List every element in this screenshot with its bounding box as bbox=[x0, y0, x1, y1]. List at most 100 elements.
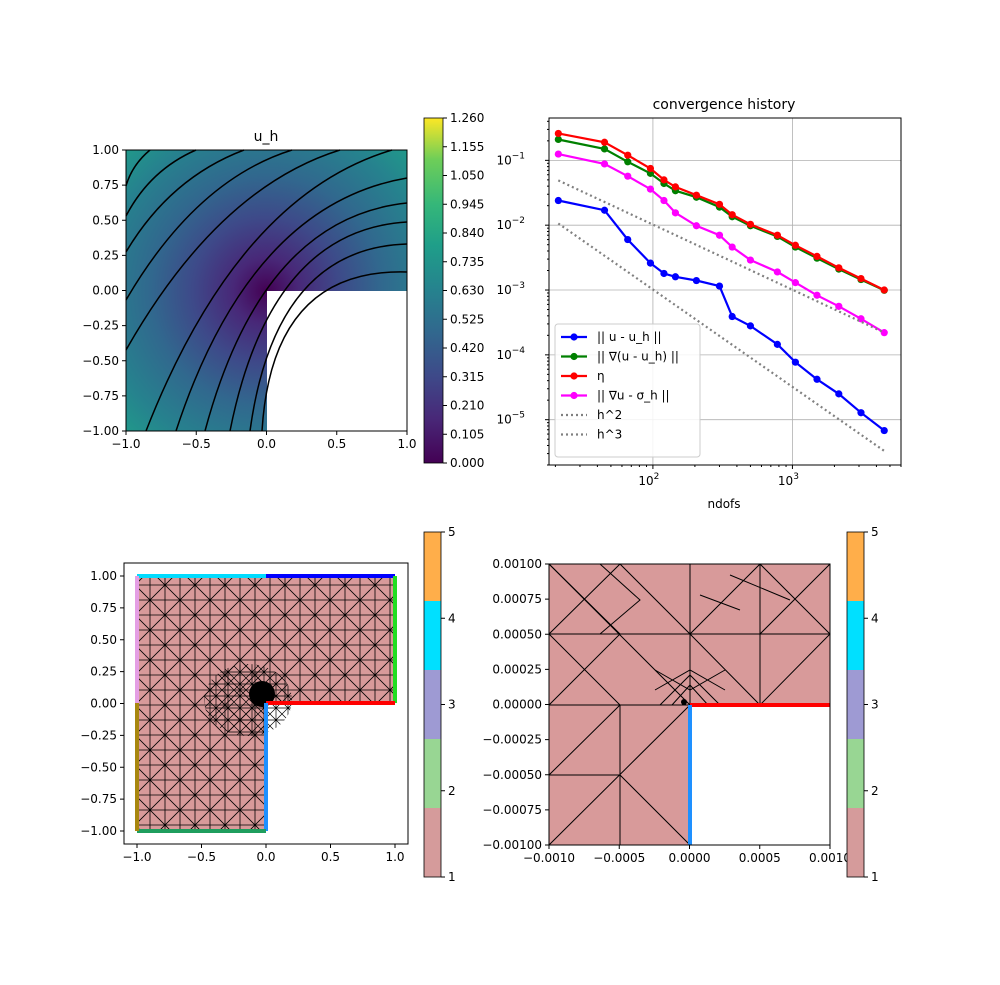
contour-line bbox=[249, 243, 408, 432]
uh-colorbar-tick-label: 1.050 bbox=[450, 169, 484, 183]
colorbar-segment bbox=[424, 739, 441, 808]
uh-colorbar-tick-label: 0.210 bbox=[450, 399, 484, 413]
legend-label: || ∇u - σ_h || bbox=[597, 389, 670, 403]
legend-marker bbox=[570, 372, 578, 380]
uh-colorbar bbox=[423, 117, 444, 464]
uh-y-tick-label: −0.25 bbox=[82, 319, 119, 333]
contour-line bbox=[204, 202, 408, 432]
y-tick-label: 10−1 bbox=[496, 151, 525, 167]
series-point-1 bbox=[624, 158, 632, 166]
mesh-y-tick-label: −0.50 bbox=[80, 760, 117, 774]
zoom-y-tick-label: 0.00050 bbox=[492, 627, 542, 641]
mesh-y-tick-label: 0.25 bbox=[90, 665, 117, 679]
uh-colorbar-tick-label: 0.525 bbox=[450, 312, 484, 326]
convergence-panel: convergence history 102 103 10−1 10−2 10−3 10… bbox=[496, 97, 902, 511]
series-point-2 bbox=[773, 231, 781, 239]
series-point-3 bbox=[554, 150, 562, 158]
zoom-corner-node bbox=[681, 699, 687, 705]
zoom-y-tick-label: −0.00050 bbox=[482, 768, 542, 782]
uh-colorbar-tick-label: 0.105 bbox=[450, 427, 484, 441]
mesh-y-tick-label: 1.00 bbox=[90, 569, 117, 583]
series-point-0 bbox=[791, 358, 799, 366]
mesh-y-tick-label: −1.00 bbox=[80, 824, 117, 838]
mesh-x-tick-label: 0.5 bbox=[321, 850, 340, 864]
series-point-3 bbox=[715, 231, 724, 239]
series-point-2 bbox=[660, 176, 668, 184]
legend-label: h^3 bbox=[597, 428, 622, 442]
mesh-y-tick-label: −0.25 bbox=[80, 728, 117, 742]
uh-missing-quadrant bbox=[267, 291, 407, 431]
mesh-y-tick-label: 0.75 bbox=[90, 601, 117, 615]
contour-line bbox=[175, 177, 408, 432]
zoom-x-tick-label: 0.0010 bbox=[809, 851, 851, 865]
series-point-2 bbox=[857, 275, 865, 283]
legend-item: || u - u_h || bbox=[561, 330, 662, 344]
colorbar-tick-label: 4 bbox=[448, 611, 456, 625]
uh-colorbar-tick-label: 1.155 bbox=[450, 140, 484, 154]
y-tick-label: 10−4 bbox=[496, 346, 525, 362]
zoom-x-ticks: −0.0010 −0.0005 0.0000 0.0005 0.0010 bbox=[523, 845, 851, 865]
series-point-0 bbox=[835, 390, 843, 398]
series-line-2 bbox=[558, 132, 885, 291]
colorbar-tick-label: 3 bbox=[448, 698, 456, 712]
series-point-2 bbox=[813, 252, 821, 260]
y-tick-label: 10−3 bbox=[496, 281, 525, 297]
uh-x-tick-label: −0.5 bbox=[182, 437, 211, 451]
convergence-legend: || u - u_h || || ∇(u - u_h) || η || ∇u - σ_… bbox=[554, 323, 701, 458]
series-point-0 bbox=[746, 322, 755, 330]
convergence-series bbox=[554, 129, 888, 452]
zoom-y-tick-label: −0.00025 bbox=[482, 733, 542, 747]
series-point-2 bbox=[746, 220, 755, 228]
convergence-title: convergence history bbox=[653, 97, 796, 113]
zoom-y-tick-label: 0.00100 bbox=[492, 557, 542, 571]
series-point-3 bbox=[791, 279, 799, 287]
uh-x-tick-label: 0.5 bbox=[327, 437, 346, 451]
zoom-y-tick-label: −0.00100 bbox=[482, 838, 542, 852]
series-point-3 bbox=[746, 256, 755, 264]
contour-line bbox=[125, 149, 293, 301]
zoom-y-tick-label: −0.00075 bbox=[482, 803, 542, 817]
uh-x-tick-label: −1.0 bbox=[111, 437, 140, 451]
uh-y-tick-label: 0.50 bbox=[92, 213, 119, 227]
mesh-x-tick-label: 0.0 bbox=[256, 850, 275, 864]
mesh-y-tick-label: 0.50 bbox=[90, 633, 117, 647]
series-point-0 bbox=[660, 269, 668, 278]
y-tick-label: 10−2 bbox=[496, 216, 525, 232]
mesh-x-ticks: −1.0 −0.5 0.0 0.5 1.0 bbox=[122, 844, 405, 864]
y-tick-label: 10−5 bbox=[496, 411, 525, 427]
uh-y-tick-label: −0.75 bbox=[82, 389, 119, 403]
colorbar-segment bbox=[424, 670, 441, 739]
uh-colorbar-tick-label: 0.945 bbox=[450, 197, 484, 211]
mesh-x-tick-label: −1.0 bbox=[122, 850, 151, 864]
series-point-0 bbox=[857, 409, 865, 417]
zoom-y-tick-label: 0.00025 bbox=[492, 662, 542, 676]
uh-x-tick-label: 0.0 bbox=[257, 437, 276, 451]
series-point-2 bbox=[646, 164, 655, 173]
zoom-x-tick-label: 0.0005 bbox=[739, 851, 781, 865]
series-point-0 bbox=[600, 206, 609, 214]
y-tick-exponent: −1 bbox=[512, 151, 525, 161]
colorbar-segment bbox=[847, 601, 864, 670]
legend-box bbox=[554, 323, 701, 458]
series-line-5 bbox=[557, 222, 885, 452]
mesh-panel: −1.0 −0.5 0.0 0.5 1.0 1.00 0.75 0.50 0.25 0.00 −0… bbox=[80, 525, 455, 884]
legend-label: || ∇(u - u_h) || bbox=[597, 350, 679, 364]
zoom-edge bbox=[654, 669, 726, 706]
mesh-y-ticks: 1.00 0.75 0.50 0.25 0.00 −0.25 −0.50 −0.75 −1.00 bbox=[80, 569, 124, 838]
contour-line bbox=[125, 149, 197, 217]
zoom-y-tick-label: 0.00000 bbox=[492, 698, 542, 712]
legend-marker bbox=[570, 333, 578, 341]
colorbar-tick-label: 5 bbox=[871, 525, 879, 539]
series-point-3 bbox=[660, 196, 668, 205]
zoom-edge bbox=[548, 563, 621, 706]
uh-colorbar-tick-label: 0.315 bbox=[450, 370, 484, 384]
zoom-missing-quadrant bbox=[690, 705, 830, 845]
uh-title: u_h bbox=[254, 129, 279, 145]
x-tick-label: 102 bbox=[638, 472, 659, 488]
series-point-2 bbox=[791, 241, 799, 249]
contour-line bbox=[229, 221, 408, 432]
mesh-refined-region bbox=[204, 664, 292, 736]
legend-label: h^2 bbox=[597, 408, 622, 422]
uh-colorbar-tick-label: 0.735 bbox=[450, 255, 484, 269]
